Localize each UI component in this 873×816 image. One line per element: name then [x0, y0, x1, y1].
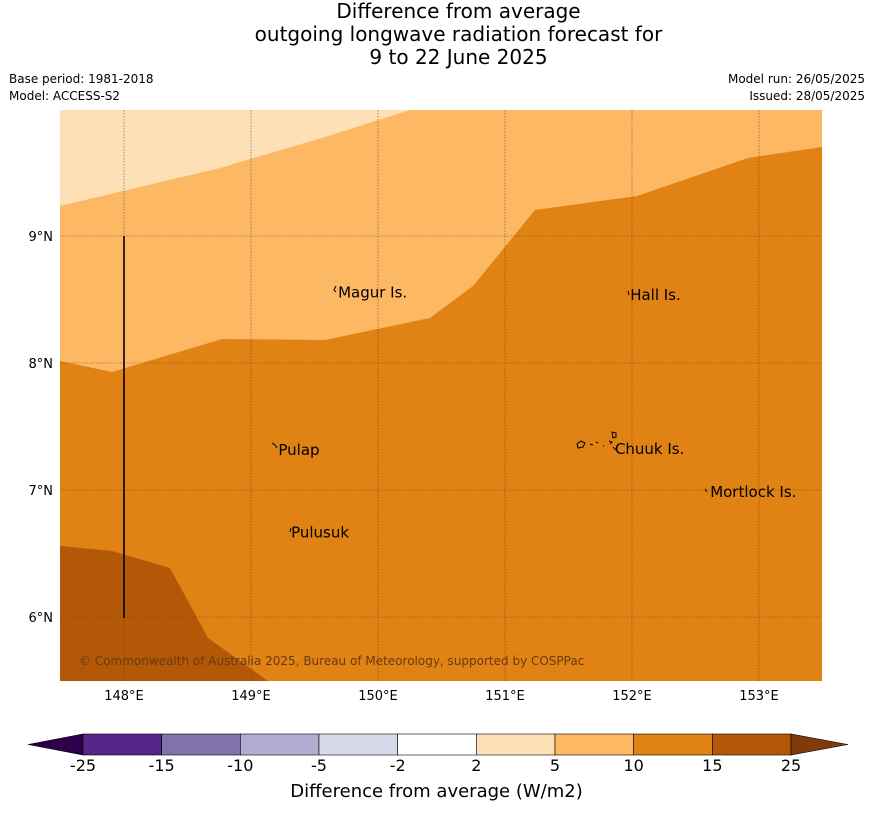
longitude-label: 148°E — [104, 689, 144, 704]
colorbar-band — [554, 733, 634, 756]
longitude-labels: 148°E 149°E 150°E 151°E 152°E 153°E — [104, 689, 779, 704]
colorbar-title: Difference from average (W/m2) — [290, 781, 583, 802]
magur-island-shape — [333, 285, 337, 293]
longitude-label: 152°E — [612, 689, 652, 704]
latitude-label: 8°N — [29, 357, 54, 372]
longitude-label: 150°E — [358, 689, 398, 704]
colorbar-tick-label: 10 — [623, 756, 643, 775]
colorbar-tick-label: -10 — [227, 756, 253, 775]
latitude-label: 9°N — [29, 230, 54, 245]
colorbar-tick-label: 15 — [702, 756, 722, 775]
island-outlines — [271, 285, 708, 533]
colorbar-tick-label: 5 — [550, 756, 560, 775]
colorbar-tick-label: -25 — [70, 756, 96, 775]
place-label: Hall Is. — [630, 286, 681, 304]
longitude-label: 149°E — [231, 689, 271, 704]
colorbar-band — [633, 733, 713, 756]
meta-left: Base period: 1981-2018 Model: ACCESS-S2 — [9, 71, 154, 105]
copyright-notice: © Commonwealth of Australia 2025, Bureau… — [79, 654, 584, 668]
place-label: Chuuk Is. — [615, 440, 684, 458]
colorbar: -25 -15 -10 -5 -2 2 5 10 15 25 — [27, 733, 849, 775]
colorbar-tick-label: -2 — [390, 756, 406, 775]
latitude-labels: 9°N 8°N 7°N 6°N — [29, 230, 54, 626]
title-line-2: outgoing longwave radiation forecast for — [254, 22, 663, 46]
meta-right: Model run: 26/05/2025 Issued: 28/05/2025 — [728, 71, 865, 105]
place-label: Pulusuk — [291, 524, 349, 542]
colorbar-low-extension — [27, 733, 84, 756]
colorbar-band — [318, 733, 398, 756]
issued-date: Issued: 28/05/2025 — [749, 89, 865, 103]
place-label: Pulap — [278, 441, 319, 459]
colorbar-band — [397, 733, 477, 756]
colorbar-tick-label: 2 — [471, 756, 481, 775]
colorbar-band — [476, 733, 556, 756]
colorbar-tick-label: 25 — [781, 756, 801, 775]
band-2-5 — [60, 110, 410, 206]
longitude-label: 151°E — [485, 689, 525, 704]
base-period: Base period: 1981-2018 — [9, 72, 154, 86]
pulap-island-shape — [271, 442, 278, 449]
longitude-label: 153°E — [739, 689, 779, 704]
band-15-25 — [60, 546, 268, 681]
colorbar-tick-label: -5 — [311, 756, 327, 775]
colorbar-band — [240, 733, 320, 756]
chuuk-island-shape — [576, 431, 617, 451]
latitude-label: 6°N — [29, 611, 54, 626]
colorbar-band — [82, 733, 162, 756]
place-label: Magur Is. — [338, 284, 407, 302]
pulusuk-island-shape — [289, 527, 292, 533]
colorbar-band — [712, 733, 792, 756]
hall-island-shape — [627, 290, 630, 296]
colorbar-high-extension — [790, 733, 849, 756]
map-title: Difference from average outgoing longwav… — [0, 0, 873, 69]
place-labels: Magur Is. Hall Is. Pulap Chuuk Is. Mortlock … — [278, 284, 796, 542]
model-name: Model: ACCESS-S2 — [9, 89, 121, 103]
model-run: Model run: 26/05/2025 — [727, 72, 865, 86]
anomaly-field — [60, 110, 822, 681]
band-5-10 — [60, 110, 822, 372]
colorbar-band — [161, 733, 241, 756]
title-line-3: 9 to 22 June 2025 — [369, 45, 548, 69]
latitude-label: 7°N — [29, 484, 54, 499]
colorbar-tick-label: -15 — [149, 756, 175, 775]
mortlock-island-shape — [704, 488, 708, 493]
place-label: Mortlock Is. — [710, 483, 796, 501]
title-line-1: Difference from average — [336, 0, 581, 23]
